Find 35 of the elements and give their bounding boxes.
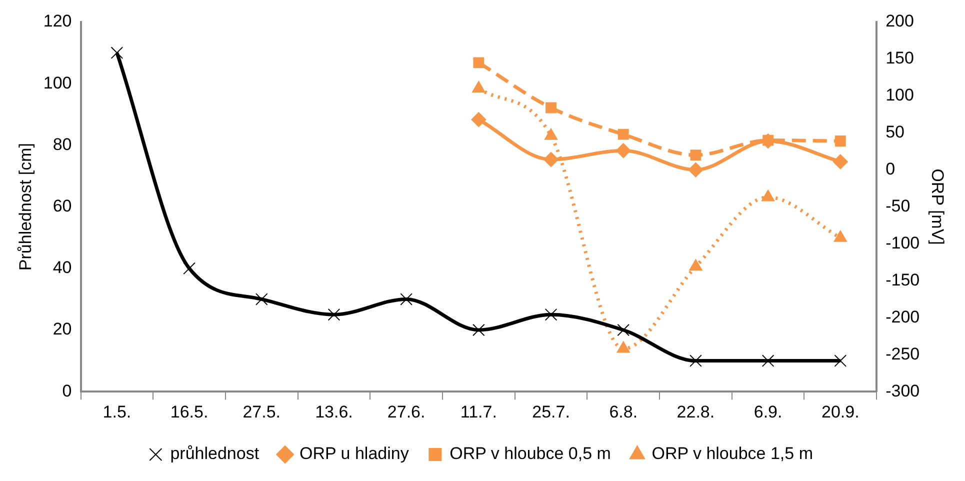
y2-tick-label: 50 [886,122,904,142]
y2-tick-label: 150 [886,48,914,68]
y2-tick-label: -150 [886,270,920,290]
y-tick-label: 60 [52,196,72,216]
y2-tick-label: 200 [886,12,914,31]
y-tick-label: 100 [43,73,72,92]
x-tick-label: 20.9. [821,402,860,422]
x-tick-label: 27.5. [242,402,281,422]
y2-tick-label: -300 [886,381,920,400]
legend-label: ORP v hloubce 1,5 m [652,444,814,464]
y2-tick-label: -50 [886,196,910,216]
y-tick-label: 120 [43,12,72,31]
x-tick-label: 1.5. [102,402,132,422]
y2-tick-label: -100 [886,233,920,252]
legend-label: ORP u hladiny [300,444,410,464]
y2-tick-label: -200 [886,307,920,326]
x-tick-label: 27.6. [387,402,426,422]
y-tick-label: 40 [52,258,72,278]
x-tick-label: 25.7. [532,402,570,422]
legend-label: ORP v hloubce 0,5 m [450,444,611,464]
y2-tick-label: -250 [886,344,920,364]
y-axis-title: Průhlednost [cm] [16,143,35,271]
legend-label: průhlednost [170,444,260,464]
x-tick-label: 11.7. [460,402,497,422]
y-tick-label: 80 [52,134,72,154]
y2-tick-label: 100 [886,86,914,105]
y2-axis-title: ORP [mV] [928,168,948,245]
y-tick-label: 20 [52,320,72,339]
y-tick-label: 0 [62,381,72,400]
x-tick-label: 22.8. [676,402,715,422]
x-tick-label: 6.9. [754,402,782,422]
x-tick-label: 6.8. [609,402,638,422]
x-tick-label: 13.6. [315,402,353,422]
x-tick-label: 16.5. [170,402,208,422]
y2-tick-label: 0 [886,160,896,179]
